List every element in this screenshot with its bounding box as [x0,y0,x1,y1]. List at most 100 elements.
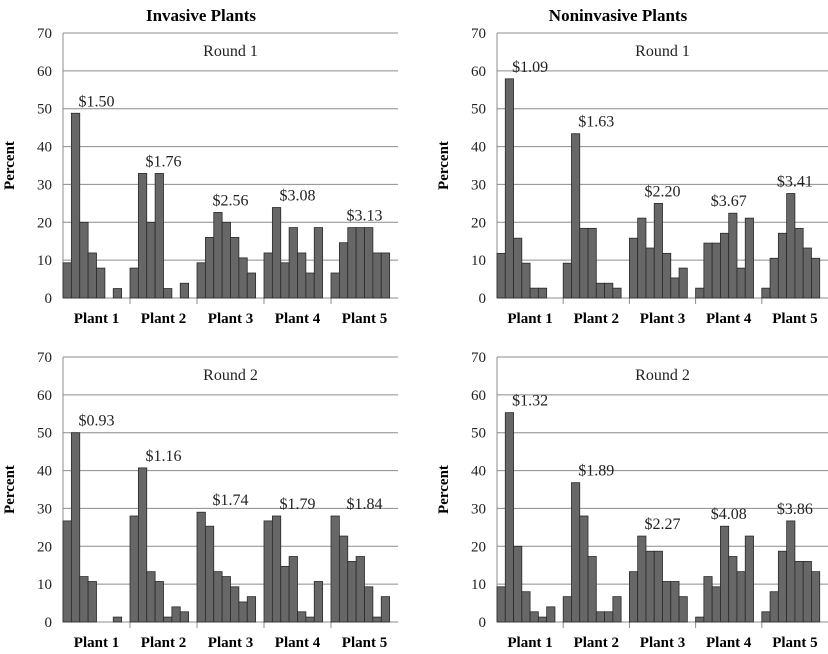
invasive-round-1-bar [62,262,72,299]
invasive-round-2-bar [364,586,374,623]
noninvasive-round-2-ytick-label: 10 [471,577,486,593]
noninvasive-round-2-bar [595,611,605,623]
invasive-round-2-round-label: Round 2 [203,367,258,384]
noninvasive-round-2-bar [513,545,523,623]
noninvasive-round-1-price-label: $2.20 [645,183,681,200]
invasive-round-2-bar [171,606,181,623]
noninvasive-round-2-bar [504,412,514,623]
invasive-round-2-bar [230,586,240,623]
invasive-round-1-bar [263,252,273,299]
noninvasive-round-2-bar [612,596,622,623]
invasive-round-1-category-label: Plant 1 [74,311,119,327]
invasive-round-2-bar [112,616,123,623]
invasive-round-1-bar [154,173,164,299]
invasive-round-2-bar [238,601,248,623]
invasive-round-2-ytick-label: 40 [37,464,52,480]
noninvasive-round-1-price-label: $1.09 [512,59,548,76]
invasive-round-2-category-label: Plant 5 [342,635,387,651]
invasive-round-1-bar [163,288,173,299]
invasive-round-1-y-axis-label: Percent [2,141,18,190]
invasive-round-1-bar [137,173,148,299]
title-noninvasive: Noninvasive Plants [549,6,688,25]
noninvasive-round-2-bar [637,535,647,623]
invasive-round-1-bar [380,252,391,299]
invasive-round-1-ytick-label: 20 [37,215,52,231]
invasive-round-1-price-label: $3.13 [347,208,383,225]
noninvasive-round-1-ytick-label: 40 [471,140,486,156]
invasive-round-2-price-label: $0.93 [79,413,115,430]
noninvasive-round-1-bar [496,252,506,299]
noninvasive-round-1-bar [695,287,705,299]
noninvasive-round-1-bar [637,217,647,299]
invasive-round-1-ytick-label: 0 [45,291,53,307]
noninvasive-round-2-bar [546,606,556,623]
noninvasive-round-2-bar [670,581,680,623]
invasive-round-1-bar [213,212,223,299]
invasive-round-1-bar [355,227,365,299]
invasive-round-2-category-label: Plant 2 [141,635,186,651]
invasive-round-2-price-label: $1.79 [280,496,316,513]
invasive-round-2-bar [179,611,190,623]
invasive-round-1-bar [179,282,190,299]
invasive-round-2-price-label: $1.74 [213,492,249,509]
noninvasive-round-2-bar [521,591,531,623]
noninvasive-round-1-bar [678,267,688,299]
noninvasive-round-1-bar [769,257,779,299]
noninvasive-round-2-bar [711,586,721,623]
invasive-round-1-bar [70,112,81,299]
invasive-round-1-bar [230,237,240,299]
noninvasive-round-1-bar [604,282,614,299]
noninvasive-round-1-bar [736,267,746,299]
invasive-round-2-category-label: Plant 3 [208,635,253,651]
invasive-round-2-price-label: $1.84 [347,496,383,513]
invasive-round-2-ytick-label: 20 [37,539,52,555]
noninvasive-round-2-bar [703,576,713,623]
noninvasive-round-1-bar [587,227,597,299]
noninvasive-round-1-bar [662,252,672,299]
invasive-round-1-price-label: $2.56 [213,192,249,209]
noninvasive-round-2-bar [769,591,779,623]
noninvasive-round-1-bar [513,237,523,299]
noninvasive-round-2-bar [562,596,572,623]
invasive-round-2-bar [137,467,148,623]
noninvasive-round-1-bar [629,237,639,299]
noninvasive-round-2-bar [802,561,812,623]
invasive-round-1-bar [347,227,357,299]
invasive-round-2-bar [355,556,365,623]
noninvasive-round-1-price-label: $1.63 [578,114,614,131]
noninvasive-round-1-bar [811,257,821,299]
invasive-round-1-bar [196,262,206,299]
noninvasive-round-2-bar [720,525,730,623]
invasive-round-2-bar [204,525,215,623]
noninvasive-round-1-bar [777,232,788,299]
invasive-round-2-bar [79,576,89,623]
noninvasive-round-1-bar [521,262,531,299]
invasive-round-1-bar [96,267,106,299]
invasive-round-2-bar [246,596,257,623]
noninvasive-round-1-bar [703,242,713,299]
noninvasive-round-2-bar [736,571,746,623]
noninvasive-round-2-bar [645,550,655,623]
invasive-round-1-category-label: Plant 5 [342,311,387,327]
noninvasive-round-2-price-label: $3.86 [777,501,813,518]
invasive-round-1-ytick-label: 30 [37,177,52,193]
invasive-round-1-ytick-label: 60 [37,64,52,80]
noninvasive-round-1-category-label: Plant 2 [574,311,619,327]
invasive-round-1-bar [112,288,123,299]
noninvasive-round-2-bar [537,616,548,623]
noninvasive-round-1-bar [728,212,738,299]
invasive-round-1-bar [364,227,374,299]
noninvasive-round-2-bar [786,520,796,623]
invasive-round-2-bar [196,511,206,623]
noninvasive-round-1-category-label: Plant 5 [772,311,817,327]
invasive-round-2-bar [154,581,164,623]
noninvasive-round-2-category-label: Plant 3 [640,635,685,651]
invasive-round-1-bar [146,221,156,299]
invasive-round-2-bar [129,515,139,623]
invasive-round-1-bar [280,262,290,299]
invasive-round-2-category-label: Plant 4 [275,635,321,651]
noninvasive-round-1-bar [562,262,572,299]
noninvasive-round-2-bar [695,616,705,623]
invasive-round-1-round-label: Round 1 [203,43,258,60]
invasive-round-1-bar [372,252,382,299]
